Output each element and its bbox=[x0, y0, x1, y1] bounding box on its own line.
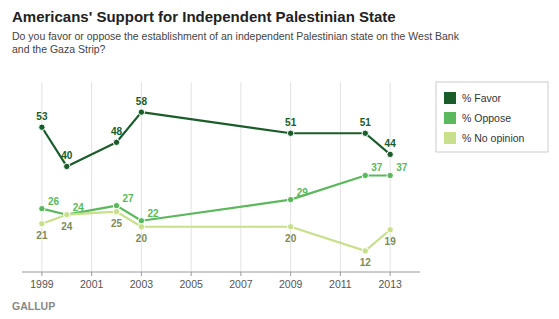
tick-mark bbox=[240, 272, 241, 276]
chart: Americans' Support for Independent Pales… bbox=[0, 0, 559, 319]
point bbox=[387, 172, 393, 178]
data-label: 29 bbox=[297, 187, 309, 198]
point bbox=[138, 218, 144, 224]
data-label: 51 bbox=[285, 117, 297, 128]
series-line bbox=[42, 212, 390, 251]
series-line bbox=[42, 112, 390, 166]
tick-mark bbox=[41, 272, 42, 276]
data-label: 27 bbox=[123, 193, 135, 204]
legend-swatch bbox=[444, 132, 456, 144]
point bbox=[39, 205, 45, 211]
point bbox=[362, 172, 368, 178]
point bbox=[113, 202, 119, 208]
data-label: 37 bbox=[396, 162, 408, 173]
data-label: 37 bbox=[371, 162, 383, 173]
legend-label: % Favor bbox=[462, 92, 502, 104]
grid-line bbox=[240, 82, 241, 272]
tick-mark bbox=[390, 272, 391, 276]
tick-mark bbox=[340, 272, 341, 276]
legend: % Favor % Oppose % No opinion bbox=[436, 82, 548, 152]
subtitle-line: Do you favor or oppose the establishment… bbox=[12, 30, 460, 42]
data-label: 12 bbox=[360, 257, 372, 268]
legend-label: % No opinion bbox=[462, 132, 525, 144]
data-label: 20 bbox=[136, 233, 148, 244]
tick-label: 2003 bbox=[130, 278, 154, 290]
subtitle-line: and the Gaza Strip? bbox=[12, 43, 106, 55]
tick-label: 2005 bbox=[179, 278, 203, 290]
data-label: 44 bbox=[385, 138, 397, 149]
subtitle: Do you favor or oppose the establishment… bbox=[12, 30, 460, 55]
data-label: 51 bbox=[360, 117, 372, 128]
point bbox=[387, 151, 393, 157]
tick-label: 1999 bbox=[30, 278, 54, 290]
tick-label: 2009 bbox=[279, 278, 303, 290]
tick-mark bbox=[191, 272, 192, 276]
point bbox=[387, 227, 393, 233]
source: GALLUP bbox=[12, 300, 55, 312]
title: Americans' Support for Independent Pales… bbox=[12, 8, 396, 25]
legend-swatch bbox=[444, 92, 456, 104]
data-label: 20 bbox=[285, 233, 297, 244]
point bbox=[64, 211, 70, 217]
point bbox=[287, 196, 293, 202]
data-label: 24 bbox=[73, 202, 85, 213]
tick-mark bbox=[141, 272, 142, 276]
data-labels: 53 26 21 40 2424 48 27 25 58 22 20 51 29 20 51 37 12 44 37… bbox=[36, 96, 407, 268]
data-label: 53 bbox=[36, 111, 48, 122]
data-label: 19 bbox=[385, 236, 397, 247]
point bbox=[138, 109, 144, 115]
grid-line bbox=[91, 82, 92, 272]
plot-area bbox=[39, 109, 394, 254]
point bbox=[64, 163, 70, 169]
data-label: 26 bbox=[48, 196, 60, 207]
data-label: 25 bbox=[111, 218, 123, 229]
data-label: 22 bbox=[147, 208, 159, 219]
point bbox=[64, 211, 70, 217]
tick-label: 2007 bbox=[229, 278, 253, 290]
tick-label: 2001 bbox=[80, 278, 104, 290]
point bbox=[113, 139, 119, 145]
tick-mark bbox=[91, 272, 92, 276]
grid-line bbox=[191, 82, 192, 272]
data-label: 24 bbox=[61, 221, 73, 232]
data-label: 21 bbox=[36, 230, 48, 241]
point bbox=[287, 224, 293, 230]
tick-mark bbox=[290, 272, 291, 276]
x-axis-line bbox=[22, 272, 420, 273]
legend-frame bbox=[436, 82, 548, 152]
point bbox=[39, 124, 45, 130]
legend-swatch bbox=[444, 112, 456, 124]
data-label: 40 bbox=[61, 150, 73, 161]
point bbox=[39, 221, 45, 227]
point bbox=[362, 130, 368, 136]
tick-label: 2011 bbox=[329, 278, 352, 290]
point bbox=[113, 208, 119, 214]
data-label: 58 bbox=[136, 96, 148, 107]
legend-label: % Oppose bbox=[462, 112, 511, 124]
point bbox=[362, 248, 368, 254]
data-label: 48 bbox=[111, 126, 123, 137]
tick-label: 2013 bbox=[378, 278, 402, 290]
point bbox=[138, 224, 144, 230]
point bbox=[287, 130, 293, 136]
